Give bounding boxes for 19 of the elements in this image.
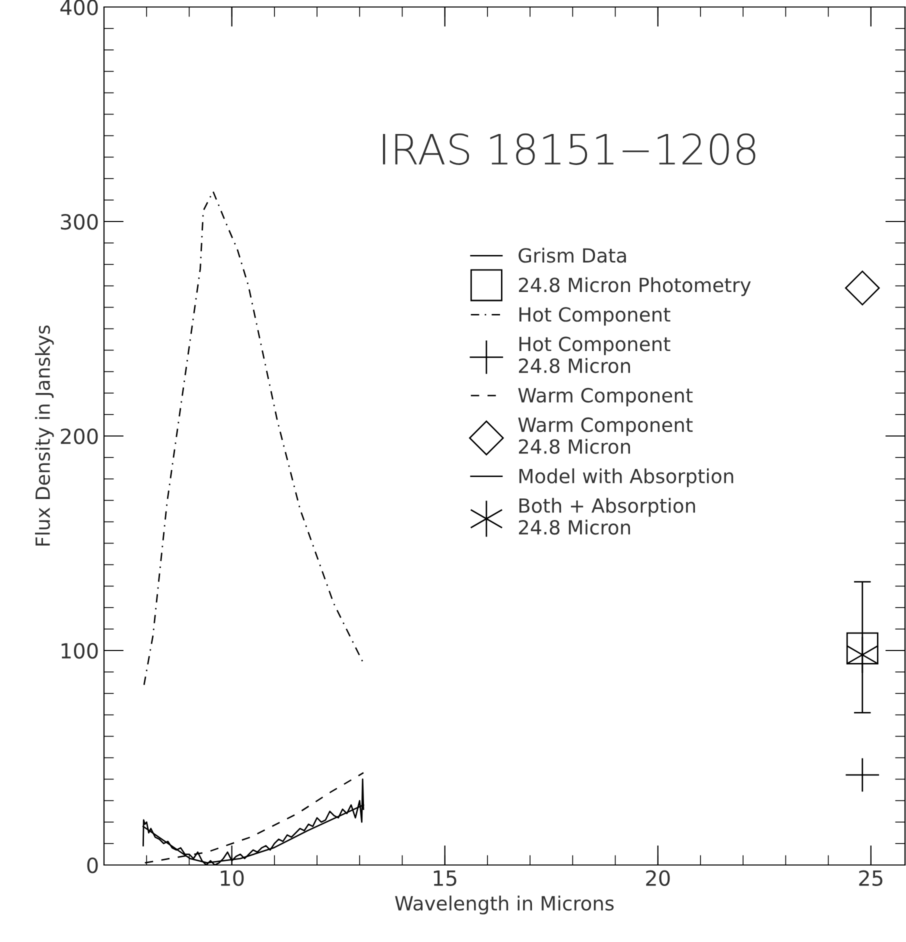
y-tick-label: 300 <box>60 214 98 230</box>
x-axis-title: Wavelength in Microns <box>395 896 614 914</box>
legend-label: Both + Absorption 24.8 Micron <box>518 498 695 535</box>
legend-label: Hot Component <box>519 307 670 326</box>
x-tick-label: 25 <box>859 870 882 886</box>
y-tick-label: 100 <box>62 642 98 659</box>
x-tick-label: 20 <box>646 870 670 886</box>
legend-label: Model with Absorption <box>519 468 734 488</box>
y-axis-title: Flux Density in Janskys <box>35 325 54 546</box>
x-tick-label: 15 <box>434 870 456 886</box>
text: IRAS 18151−1208 <box>382 133 756 165</box>
legend-label: Hot Component 24.8 Micron <box>518 336 670 374</box>
legend-label: Grism Data <box>518 248 626 263</box>
y-tick-label: 200 <box>60 428 98 444</box>
legend-label: Warm Component <box>518 388 693 406</box>
x-tick-label: 10 <box>220 870 244 886</box>
legend-label: Warm Component 24.8 Micron <box>518 417 693 454</box>
y-tick-label: 0 <box>87 857 98 874</box>
legend-label: 24.8 Micron Photometry <box>518 277 751 296</box>
